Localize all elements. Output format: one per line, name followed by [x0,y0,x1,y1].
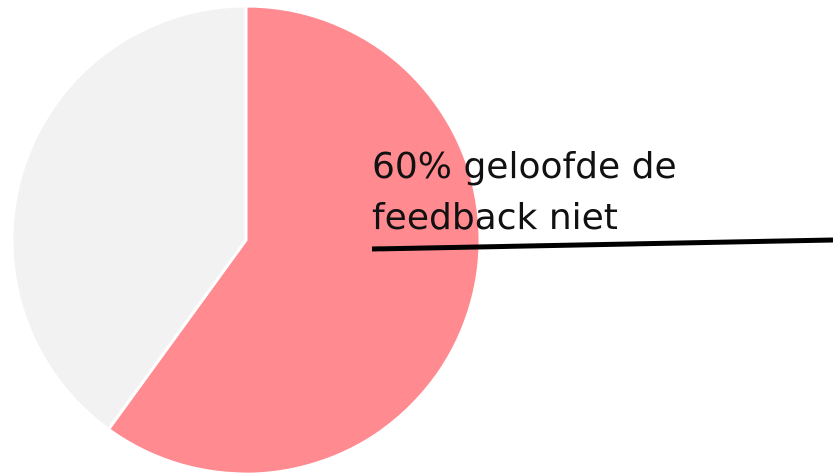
annotation-text: 60% geloofde de [372,146,677,187]
pie-slice [106,4,482,473]
annotation-text: feedback niet [372,197,618,238]
pie-slice [10,4,248,431]
pie [10,4,482,473]
annotation-line [371,237,833,252]
